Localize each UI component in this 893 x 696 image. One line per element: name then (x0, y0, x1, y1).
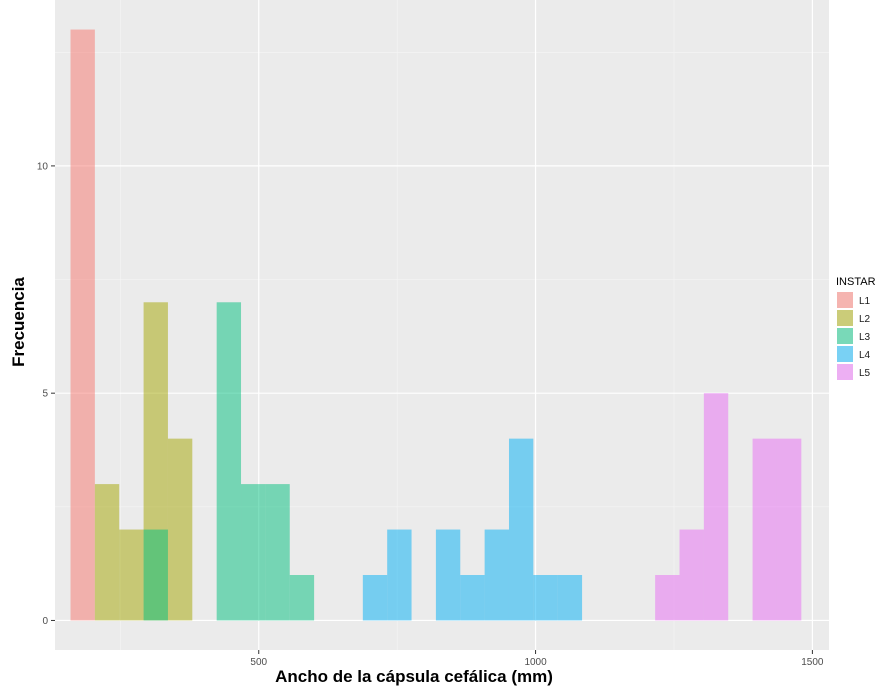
histogram-bar-l3 (216, 302, 242, 621)
histogram-bar-l5 (655, 575, 680, 621)
legend-swatch-l4 (837, 346, 853, 362)
x-axis-ticks: 500 1000 1500 (250, 650, 824, 668)
y-axis-title: Frecuencia (9, 277, 28, 367)
histogram-bar-l3 (241, 484, 266, 621)
histogram-bar-l3 (265, 484, 290, 621)
histogram-bar-l5 (776, 438, 802, 621)
x-axis-title: Ancho de la cápsula cefálica (mm) (275, 667, 553, 686)
y-tick-label: 0 (42, 616, 48, 627)
legend-items: L1 L2 L3 L4 L5 (837, 292, 871, 380)
legend-swatch-l2 (837, 310, 853, 326)
legend-swatch-l1 (837, 292, 853, 308)
histogram-bar-l3 (289, 575, 315, 621)
legend-label-l1: L1 (859, 296, 871, 307)
histogram-bar-l1 (70, 29, 95, 621)
legend: INSTAR L1 L2 L3 L4 L5 (836, 276, 876, 380)
histogram-bar-l5 (679, 529, 704, 621)
histogram-bar-l4 (362, 575, 388, 621)
histogram-bar-l4 (435, 529, 461, 621)
bars-layer (70, 29, 802, 621)
y-axis-ticks: 0 5 10 (37, 161, 55, 627)
histogram-bar-l3 (143, 529, 168, 621)
x-tick-label: 1000 (524, 657, 547, 668)
legend-label-l4: L4 (859, 350, 871, 361)
legend-label-l5: L5 (859, 368, 871, 379)
legend-swatch-l5 (837, 364, 853, 380)
legend-title: INSTAR (836, 276, 876, 288)
histogram-bar-l4 (557, 575, 583, 621)
histogram-bar-l5 (703, 393, 729, 621)
legend-label-l3: L3 (859, 332, 871, 343)
y-tick-label: 10 (37, 161, 49, 172)
histogram-bar-l4 (508, 438, 534, 621)
histogram-bar-l2 (119, 529, 144, 621)
legend-label-l2: L2 (859, 314, 871, 325)
legend-swatch-l3 (837, 328, 853, 344)
y-tick-label: 5 (42, 389, 48, 400)
histogram-bar-l2 (167, 438, 193, 621)
histogram-bar-l5 (752, 438, 777, 621)
x-tick-label: 1500 (801, 657, 824, 668)
histogram-bar-l4 (484, 529, 509, 621)
histogram-bar-l4 (533, 575, 558, 621)
histogram-bar-l2 (94, 484, 120, 621)
histogram-bar-l4 (387, 529, 412, 621)
x-tick-label: 500 (250, 657, 267, 668)
histogram-bar-l4 (460, 575, 485, 621)
